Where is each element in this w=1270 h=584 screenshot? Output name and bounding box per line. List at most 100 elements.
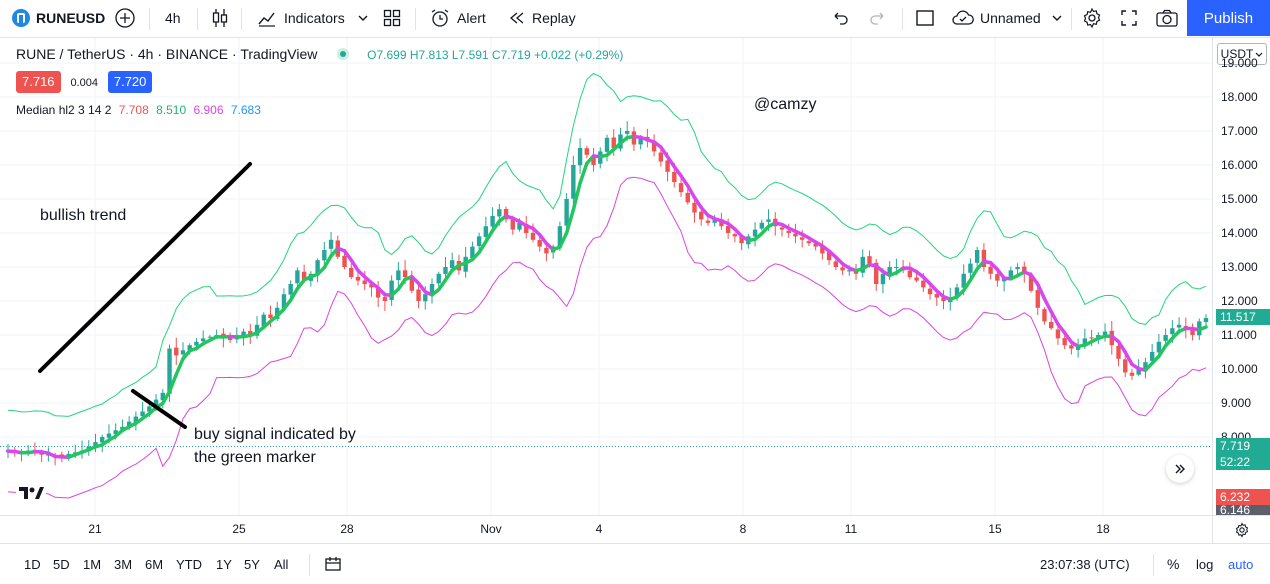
median-line-segment (665, 154, 677, 169)
candle-body (685, 192, 690, 203)
indicator-legend[interactable]: Median hl2 3 14 2 7.708 8.510 6.906 7.68… (16, 103, 261, 117)
candle-body (140, 411, 145, 417)
axis-settings-button[interactable] (1212, 515, 1270, 543)
candle-body (954, 287, 960, 297)
indicators-dropdown[interactable] (357, 0, 369, 36)
undo-button[interactable] (831, 0, 849, 36)
candle-body (779, 227, 785, 230)
candle-body (557, 226, 563, 248)
redo-button[interactable] (869, 0, 887, 36)
median-line-segment (571, 181, 582, 212)
median-line-segment (968, 267, 979, 282)
candle-body (254, 324, 260, 336)
bar-countdown-tag: 52:22 (1216, 454, 1270, 470)
median-line-segment (490, 219, 502, 233)
settings-button[interactable] (1081, 0, 1103, 36)
candle-body (826, 252, 832, 261)
median-line-segment (1197, 325, 1208, 332)
alert-button[interactable]: Alert (429, 0, 486, 36)
candle-body (382, 297, 388, 301)
candle-body (187, 345, 192, 351)
range-button-all[interactable]: All (274, 556, 289, 572)
range-button-5d[interactable]: 5D (53, 556, 70, 572)
chart-type-button[interactable] (211, 0, 229, 36)
log-scale-toggle[interactable]: log (1196, 556, 1214, 572)
price-tick: 17.000 (1221, 124, 1258, 138)
upper-band-line (7, 72, 1207, 417)
range-button-ytd[interactable]: YTD (176, 556, 202, 572)
candle-body (1028, 274, 1034, 291)
indicators-icon (258, 12, 275, 27)
range-button-5y[interactable]: 5Y (244, 556, 260, 572)
candle-body (941, 297, 946, 301)
publish-button[interactable]: Publish (1187, 0, 1270, 36)
time-tick: 18 (1096, 522, 1110, 536)
candle-body (1069, 345, 1074, 349)
candle-body (436, 273, 441, 284)
range-button-6m[interactable]: 6M (145, 556, 164, 572)
candle-body (133, 416, 139, 423)
rewind-icon (509, 12, 524, 24)
fullscreen-icon (1121, 10, 1137, 26)
scroll-to-realtime-button[interactable] (1166, 455, 1194, 483)
candle-body (1149, 352, 1155, 361)
currency-selector[interactable]: USDT (1217, 43, 1267, 65)
auto-scale-toggle[interactable]: auto (1228, 556, 1254, 572)
percent-scale-toggle[interactable]: % (1167, 556, 1180, 572)
candle-body (577, 148, 583, 166)
camera-icon (1156, 9, 1178, 27)
bid-badge[interactable]: 7.716 (16, 71, 61, 93)
range-button-1d[interactable]: 1D (24, 556, 41, 572)
candle-body (739, 236, 744, 244)
median-line-segment (558, 231, 569, 249)
candle-body (261, 314, 266, 327)
time-tick: 25 (232, 522, 246, 536)
utc-clock[interactable]: 23:07:38 (UTC) (1040, 556, 1130, 572)
candle-body (194, 341, 199, 346)
ask-badge[interactable]: 7.720 (107, 71, 153, 93)
candle-body (712, 219, 717, 223)
indicator-value-2: 8.510 (156, 103, 187, 117)
range-button-3m[interactable]: 3M (114, 556, 133, 572)
candle-body (126, 421, 132, 428)
candle-body (207, 336, 213, 338)
candle-body (840, 267, 845, 271)
price-tick: 10.000 (1221, 362, 1258, 376)
median-line-segment (349, 258, 360, 273)
median-line-segment (342, 249, 353, 262)
redo-icon (870, 12, 884, 25)
candle-body (1170, 328, 1175, 335)
candle-body (759, 222, 764, 229)
compare-symbol-button[interactable] (114, 0, 136, 36)
tradingview-watermark-logo[interactable] (16, 480, 46, 506)
symbol-search-button[interactable]: RUNEUSD (12, 0, 105, 36)
chart-pane[interactable]: RUNE / TetherUS · 4h · BINANCE · Trading… (0, 38, 1212, 515)
layout-name-button[interactable]: Unnamed (951, 0, 1063, 36)
fullscreen-layout-button[interactable] (915, 0, 935, 36)
candle-body (1203, 318, 1209, 323)
symbol-legend[interactable]: RUNE / TetherUS · 4h · BINANCE · Trading… (16, 46, 623, 62)
candle-body (1163, 335, 1168, 341)
candle-body (699, 211, 704, 220)
range-button-1m[interactable]: 1M (83, 556, 102, 572)
price-axis[interactable]: USDT 19.000 18.000 17.000 16.000 15.000 14.00… (1212, 38, 1270, 515)
snapshot-button[interactable] (1155, 0, 1179, 36)
median-line-segment (578, 161, 589, 185)
range-button-1y[interactable]: 1Y (216, 556, 232, 572)
candle-body (880, 273, 886, 285)
candle-body (476, 236, 482, 247)
fullscreen-button[interactable] (1119, 0, 1139, 36)
indicators-button[interactable]: Indicators (256, 0, 345, 36)
candle-body (934, 294, 939, 298)
candle-body (1042, 309, 1047, 322)
go-to-date-button[interactable] (324, 544, 342, 584)
time-axis[interactable]: 21 25 28 Nov 4 8 11 15 18 (0, 515, 1212, 543)
candle-body (389, 280, 394, 300)
price-chart[interactable] (0, 38, 1212, 515)
chart-grid (0, 38, 1212, 515)
templates-button[interactable] (383, 0, 401, 36)
interval-button[interactable]: 4h (165, 0, 181, 36)
replay-button[interactable]: Replay (508, 0, 576, 36)
time-tick: Nov (480, 522, 502, 536)
candle-body (665, 160, 670, 172)
